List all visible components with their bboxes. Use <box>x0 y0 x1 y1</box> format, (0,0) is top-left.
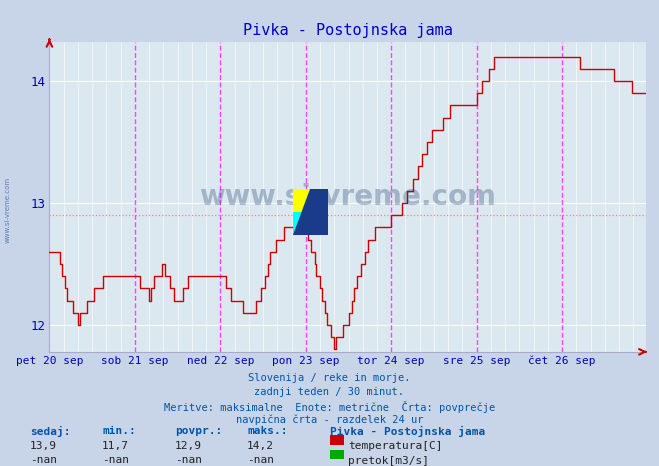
Text: min.:: min.: <box>102 426 136 436</box>
Text: pretok[m3/s]: pretok[m3/s] <box>348 456 429 466</box>
Text: 12,9: 12,9 <box>175 441 202 451</box>
Text: povpr.:: povpr.: <box>175 426 222 436</box>
Text: www.si-vreme.com: www.si-vreme.com <box>199 183 496 211</box>
Text: Meritve: maksimalne  Enote: metrične  Črta: povprečje: Meritve: maksimalne Enote: metrične Črta… <box>164 401 495 413</box>
Text: -nan: -nan <box>247 455 274 465</box>
Title: Pivka - Postojnska jama: Pivka - Postojnska jama <box>243 23 453 38</box>
Bar <box>293 212 310 235</box>
Text: maks.:: maks.: <box>247 426 287 436</box>
Text: -nan: -nan <box>102 455 129 465</box>
Text: navpična črta - razdelek 24 ur: navpična črta - razdelek 24 ur <box>236 415 423 425</box>
Text: Slovenija / reke in morje.: Slovenija / reke in morje. <box>248 373 411 383</box>
Text: temperatura[C]: temperatura[C] <box>348 441 442 451</box>
Polygon shape <box>293 189 310 235</box>
Text: 14,2: 14,2 <box>247 441 274 451</box>
Text: 11,7: 11,7 <box>102 441 129 451</box>
Text: -nan: -nan <box>175 455 202 465</box>
Bar <box>310 189 328 235</box>
Text: 13,9: 13,9 <box>30 441 57 451</box>
Text: www.si-vreme.com: www.si-vreme.com <box>5 177 11 243</box>
Text: sedaj:: sedaj: <box>30 426 70 438</box>
Bar <box>293 189 310 212</box>
Text: Pivka - Postojnska jama: Pivka - Postojnska jama <box>330 426 485 438</box>
Text: -nan: -nan <box>30 455 57 465</box>
Text: zadnji teden / 30 minut.: zadnji teden / 30 minut. <box>254 387 405 397</box>
